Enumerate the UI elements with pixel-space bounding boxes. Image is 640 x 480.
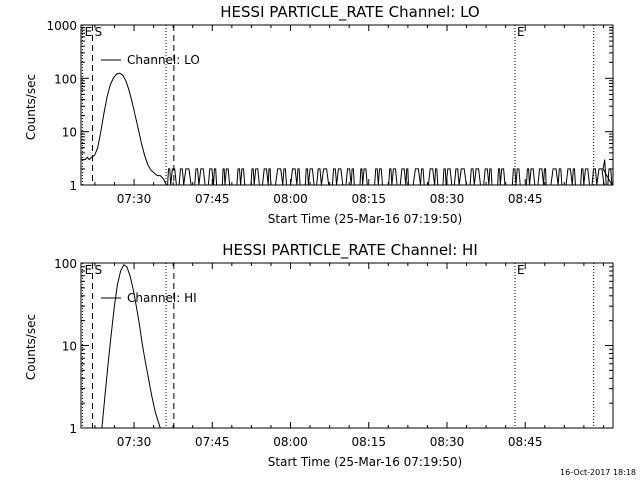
time-marker-label: E [517,263,525,277]
y-tick-label: 1 [69,179,77,193]
x-tick-label: 08:30 [430,435,465,449]
legend-label: Channel: HI [127,291,197,305]
y-tick-label: 100 [54,257,77,271]
axis-ticks: 07:30 07:45 08:00 08:15 08:30 08:45 1 10 100 [54,257,613,449]
x-tick-label: 07:30 [117,192,152,206]
time-marker-label: S [94,263,102,277]
series-line [101,264,161,429]
x-tick-label: 08:15 [351,435,386,449]
x-tick-label: 08:00 [273,435,308,449]
y-tick-label: 1 [69,422,77,436]
time-marker-label: E [85,263,93,277]
series-line [81,72,167,186]
background-line [167,159,613,186]
background-trace [167,159,613,186]
chart-title: HESSI PARTICLE_RATE Channel: LO [220,3,479,22]
x-tick-label: 08:45 [508,435,543,449]
plot-frame [80,24,614,186]
x-tick-label: 07:30 [117,435,152,449]
x-tick-label: 08:15 [351,192,386,206]
time-marker-label: E [85,25,93,39]
y-tick-label: 10 [62,340,77,354]
x-tick-label: 08:30 [430,192,465,206]
legend-label: Channel: LO [127,53,200,67]
chart-title: HESSI PARTICLE_RATE Channel: HI [222,241,478,260]
footer-timestamp: 16-Oct-2017 18:18 [560,468,636,477]
y-tick-label: 1000 [46,19,77,33]
x-tick-label: 08:00 [273,192,308,206]
time-marker-label: S [94,25,102,39]
x-tick-label: 07:45 [195,192,230,206]
axis-ticks: 07:30 07:45 08:00 08:15 08:30 08:45 1 10 100 1000 [46,19,613,206]
time-marker-label: E [517,25,525,39]
panel-lo: HESSI PARTICLE_RATE Channel: LO Start Ti… [24,3,614,226]
y-tick-label: 10 [62,126,77,140]
y-tick-label: 100 [54,72,77,86]
y-axis-label: Counts/sec [24,314,38,380]
plot-frame [80,262,614,429]
x-axis-label: Start Time (25-Mar-16 07:19:50) [268,212,462,226]
x-tick-label: 07:45 [195,435,230,449]
x-axis-label: Start Time (25-Mar-16 07:19:50) [268,455,462,469]
x-tick-label: 08:45 [508,192,543,206]
panel-hi: HESSI PARTICLE_RATE Channel: HI Start Ti… [24,241,614,469]
y-axis-label: Counts/sec [24,74,38,140]
